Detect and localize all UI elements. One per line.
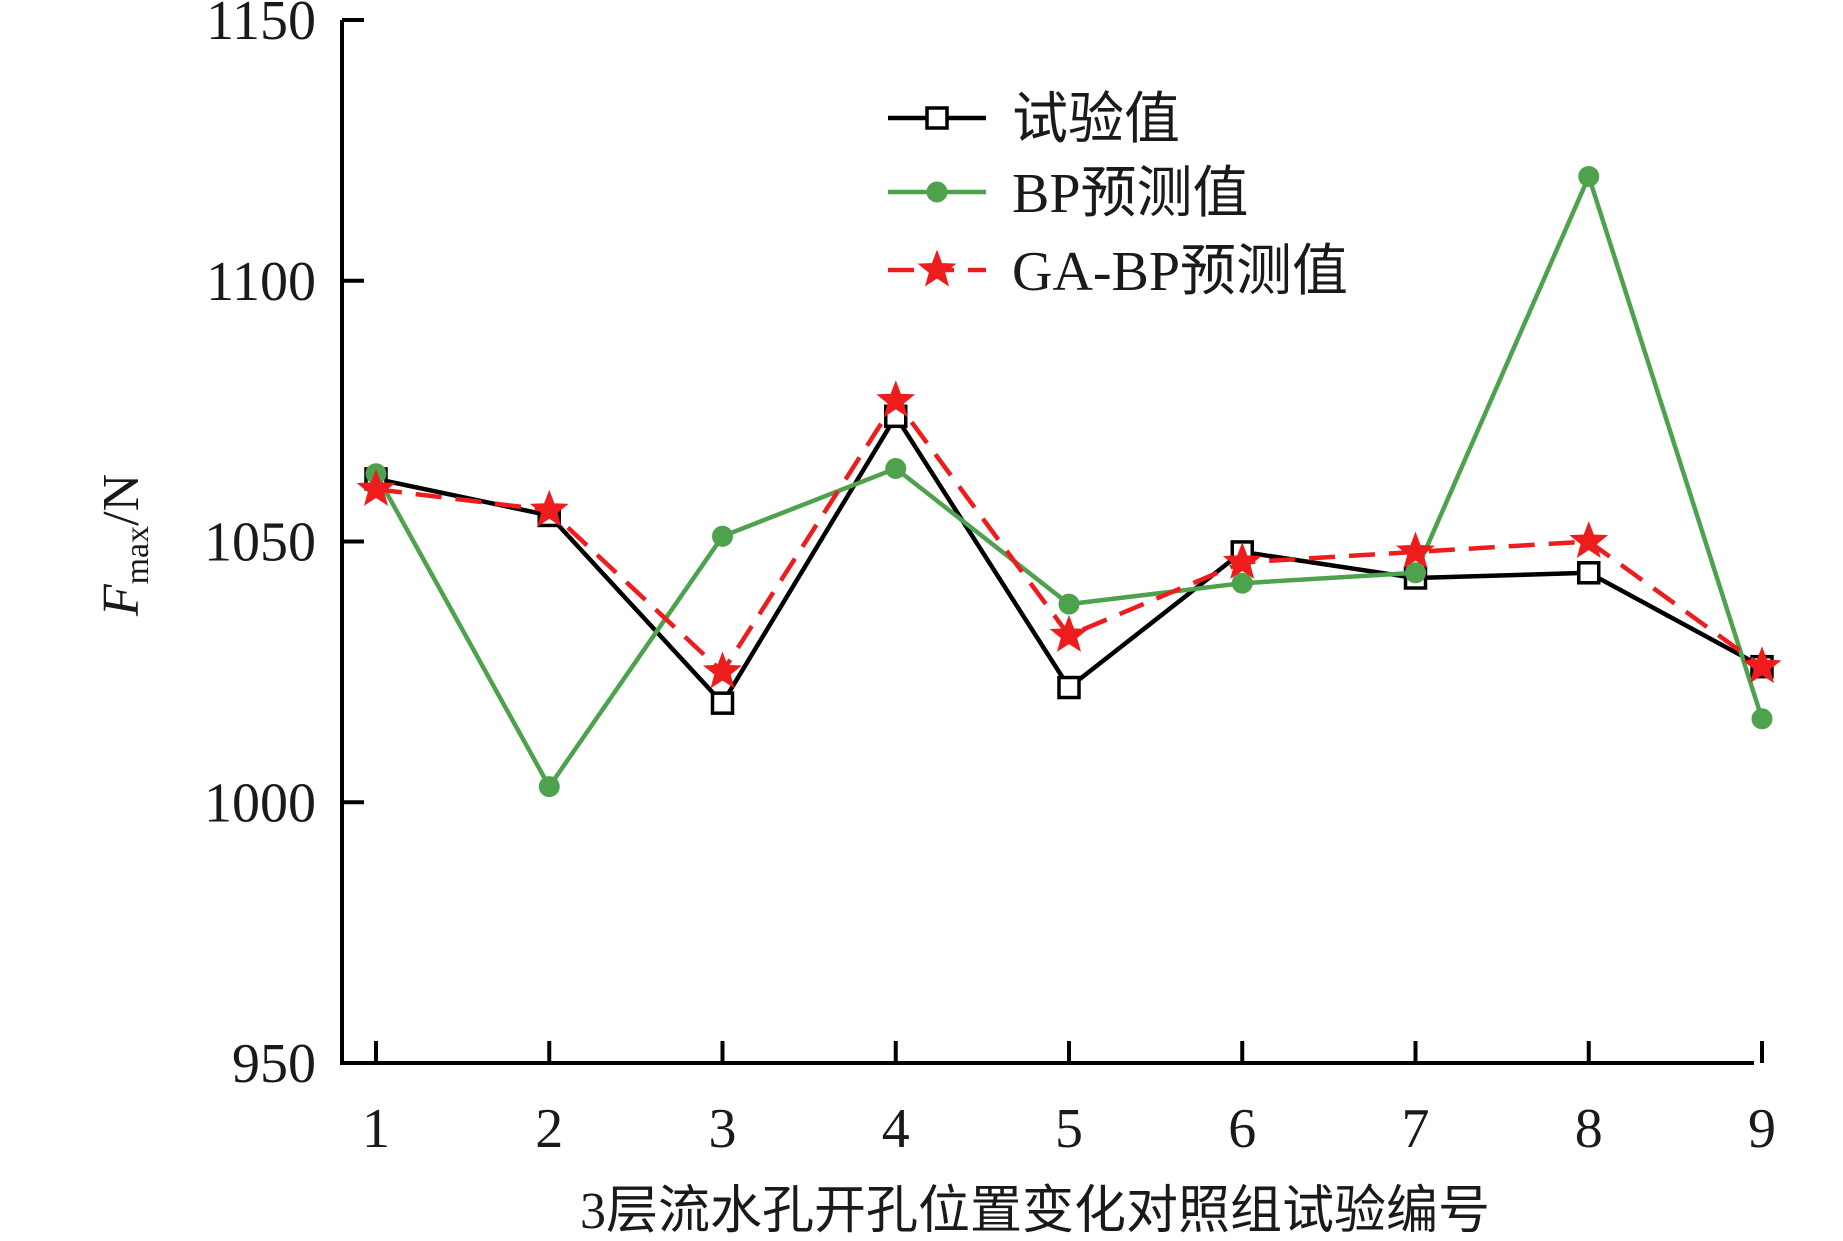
legend-item-2: BP预测值 (888, 163, 1249, 225)
series-3 (356, 380, 1782, 689)
series-1-point (1577, 561, 1601, 585)
legend-item-1: 试验值 (888, 89, 1180, 151)
series-2-point (1405, 562, 1426, 584)
series-1-line (375, 414, 1764, 706)
x-tick-label: 3 (709, 1098, 737, 1160)
series-3-point (1222, 541, 1262, 579)
legend-marker (925, 106, 949, 130)
series-3-point (1396, 531, 1435, 569)
series-3-point (1569, 521, 1609, 559)
y-axis-title: Fmax/N (93, 474, 156, 617)
series-1-point (1057, 675, 1081, 700)
x-tick-label: 4 (882, 1098, 910, 1160)
y-tick-label: 950 (232, 1033, 316, 1095)
series-3-point (356, 468, 396, 506)
x-ticks: 1 2 3 4 5 6 7 8 9 (362, 1041, 1776, 1160)
series-1 (364, 404, 1774, 715)
legend-marker (917, 249, 957, 287)
series-3-point (529, 489, 569, 527)
y-tick-label: 1100 (206, 251, 316, 313)
legend-label: BP预测值 (1012, 163, 1249, 225)
x-tick-label: 2 (535, 1098, 563, 1160)
series-2-point (1058, 593, 1080, 615)
series-1-point (710, 691, 735, 715)
series-2-point (1578, 165, 1600, 187)
series-2-point (885, 457, 907, 479)
series-3-point (703, 651, 742, 689)
series-3-point (1049, 614, 1089, 652)
series-2-point (1231, 572, 1253, 594)
y-axis-title-symbol: F (93, 583, 150, 617)
y-tick-label: 1000 (204, 772, 316, 834)
legend-label: 试验值 (1012, 89, 1180, 151)
x-axis-title: 3层流水孔开孔位置变化对照组试验编号 (580, 1183, 1490, 1240)
x-tick-label: 5 (1055, 1098, 1083, 1160)
legend-marker (926, 181, 948, 203)
x-tick-label: 7 (1402, 1098, 1430, 1160)
series-2-point (1751, 708, 1773, 730)
series-2-point (538, 776, 560, 798)
legend-item-3: GA-BP预测值 (888, 241, 1348, 303)
x-tick-label: 6 (1228, 1098, 1256, 1160)
y-axis-title-unit: /N (93, 474, 150, 526)
y-tick-label: 1150 (206, 0, 316, 52)
series-3-point (876, 380, 916, 418)
y-axis-title-subscript: max (119, 526, 156, 585)
y-tick-label: 1050 (204, 512, 316, 574)
series-layer (356, 165, 1782, 798)
x-tick-label: 1 (362, 1098, 390, 1160)
x-tick-label: 8 (1575, 1098, 1603, 1160)
x-tick-label: 9 (1748, 1098, 1776, 1160)
series-3-point (1742, 646, 1782, 684)
legend: 试验值 BP预测值 GA-BP预测值 (888, 89, 1348, 303)
y-ticks: 950 1000 1050 1100 1150 (204, 0, 364, 1095)
legend-label: GA-BP预测值 (1012, 241, 1348, 303)
series-2-point (712, 525, 733, 547)
